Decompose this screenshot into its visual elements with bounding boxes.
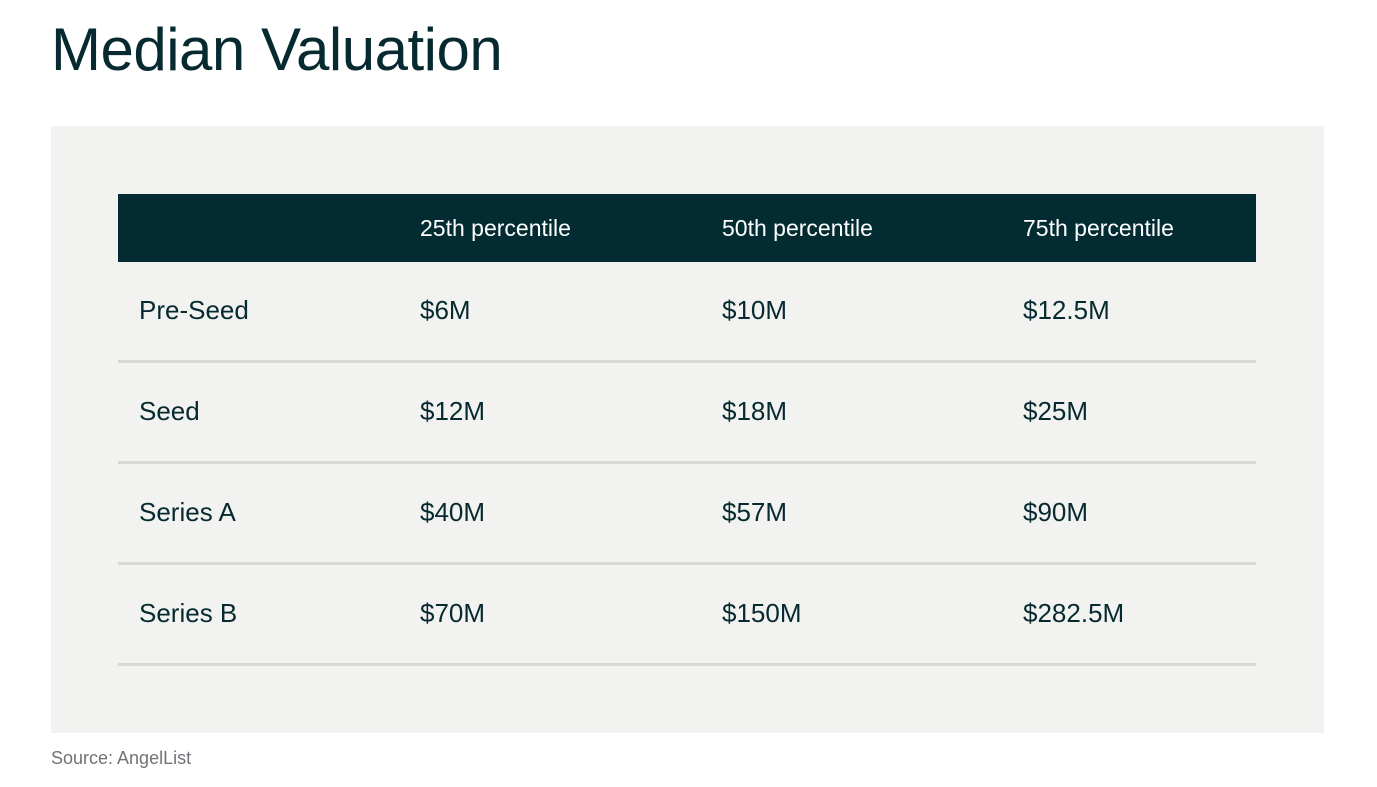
cell-p75: $12.5M [1023, 295, 1110, 326]
row-label: Series B [139, 598, 238, 628]
cell-p75: $282.5M [1023, 598, 1125, 628]
table-body: Pre-Seed $6M $10M $12.5M Seed $12M $18M … [118, 262, 1256, 664]
cell-p50: $18M [722, 396, 788, 426]
table-row: Seed $12M $18M $25M [118, 361, 1256, 462]
header-cell-p50: 50th percentile [722, 214, 873, 241]
table-panel: 25th percentile 50th percentile 75th per… [51, 126, 1324, 733]
table-row: Series A $40M $57M $90M [118, 462, 1256, 563]
cell-p25: $12M [420, 396, 486, 426]
header-row: 25th percentile 50th percentile 75th per… [118, 194, 1256, 262]
valuation-table: 25th percentile 50th percentile 75th per… [118, 194, 1256, 666]
cell-p25: $6M [420, 295, 471, 326]
source-note: Source: AngelList [51, 748, 192, 768]
cell-p50: $10M [722, 295, 788, 326]
table-header: 25th percentile 50th percentile 75th per… [118, 194, 1256, 262]
header-cell-stage [118, 194, 399, 262]
cell-p25: $40M [420, 497, 486, 527]
row-label: Seed [139, 396, 200, 426]
header-cell-p75: 75th percentile [1023, 214, 1174, 241]
cell-p50: $150M [722, 598, 802, 628]
header-cell-p25: 25th percentile [420, 214, 571, 241]
cell-p25: $70M [420, 598, 486, 628]
page-title: Median Valuation [51, 16, 503, 83]
cell-p75: $90M [1023, 497, 1089, 527]
cell-p75: $25M [1023, 396, 1089, 426]
row-label: Pre-Seed [139, 295, 249, 326]
table-row: Series B $70M $150M $282.5M [118, 563, 1256, 664]
row-label: Series A [139, 497, 236, 527]
table-row: Pre-Seed $6M $10M $12.5M [118, 262, 1256, 361]
cell-p50: $57M [722, 497, 788, 527]
